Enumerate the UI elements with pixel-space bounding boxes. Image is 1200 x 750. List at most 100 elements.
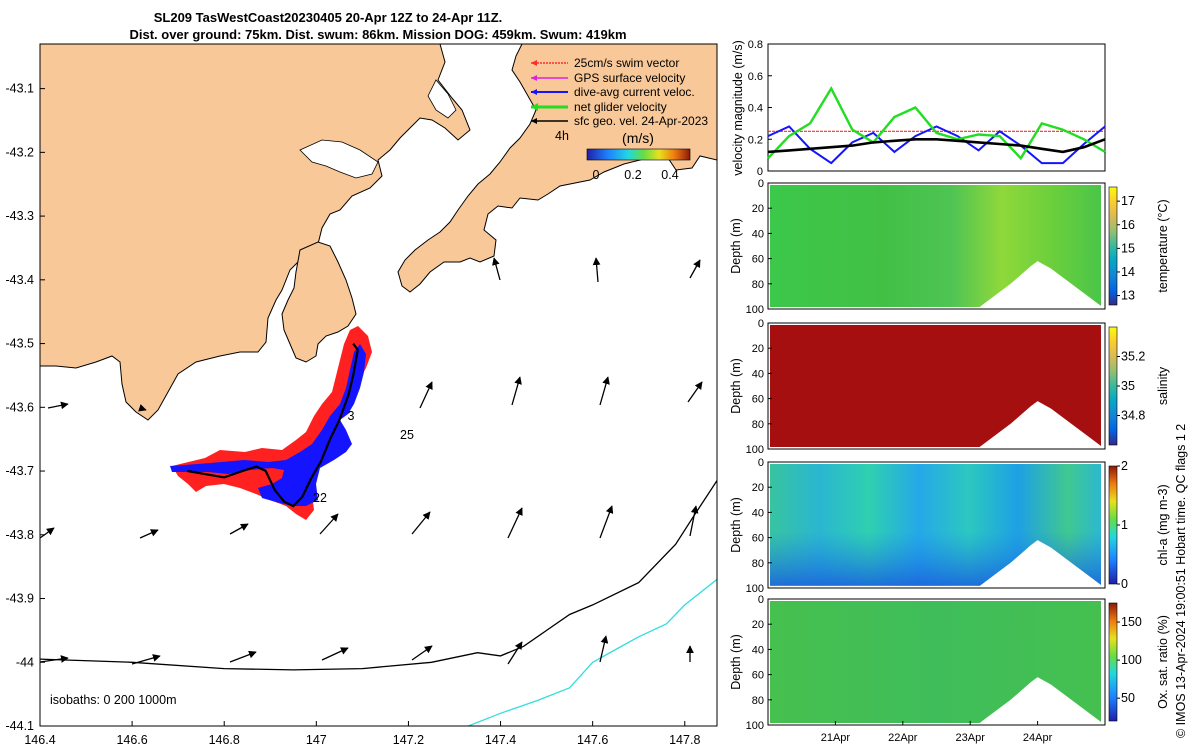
geo-velocity-arrow	[689, 259, 701, 279]
section-xtick-label: 23Apr	[956, 732, 986, 744]
geo-velocity-arrow	[689, 505, 699, 537]
section-ytick-label: 80	[752, 419, 764, 431]
section-ylabel: Depth (m)	[729, 497, 743, 553]
seafloor	[976, 401, 1105, 449]
geo-velocity-arrow	[321, 647, 349, 661]
geo-velocity-arrow	[138, 404, 147, 412]
colorbar-tick-0: 0	[593, 168, 600, 182]
section-ytick-label: 0	[758, 178, 764, 190]
side-caption: © IMOS 13-Apr-2024 19:00:51 Hobart time.…	[1174, 424, 1188, 738]
seafloor	[976, 677, 1105, 725]
section-ytick-label: 60	[752, 533, 764, 545]
map-frame	[39, 43, 718, 727]
legend-label-swim: 25cm/s swim vector	[574, 56, 679, 70]
section-ytick-label: 20	[752, 203, 764, 215]
section-ytick-label: 40	[752, 507, 764, 519]
colorbar-tick-0.4: 0.4	[661, 168, 678, 182]
isobaths	[40, 480, 717, 726]
colorbar-tick-label: 0	[1121, 577, 1128, 591]
geo-velocity-arrow	[507, 641, 523, 665]
section-ylabel: Depth (m)	[729, 358, 743, 414]
colorbar-tick-label: 50	[1121, 691, 1135, 705]
map-ytick-label: -44.1	[6, 719, 35, 733]
colorbar-tick-label: 17	[1121, 194, 1135, 208]
geo-velocity-arrow	[411, 645, 433, 661]
map-ytick-label: -43.2	[6, 145, 35, 159]
section-ytick-label: 40	[752, 368, 764, 380]
colorbar-tick-label: 15	[1121, 241, 1135, 255]
legend-item-dive: dive-avg current veloc.	[531, 85, 695, 99]
geo-velocity-arrow	[492, 257, 501, 281]
colorbar-tick-label: 34.8	[1121, 409, 1145, 423]
map-panel: 146.4 146.6 146.8 147 147.2 147.4 147.6 147.8 -4…	[6, 43, 718, 747]
section-xtick-label: 21Apr	[821, 732, 851, 744]
map-annotation-22: 22	[313, 491, 327, 505]
figure-title: SL209 TasWestCoast20230405 20-Apr 12Z to…	[129, 10, 626, 42]
map-ytick-label: -43.3	[6, 209, 35, 223]
colorbar-tick-label: 13	[1121, 289, 1135, 303]
map-xtick-label: 146.8	[209, 733, 240, 747]
geo-velocity-field	[40, 257, 703, 665]
legend-item-geo: sfc geo. vel. 24-Apr-2023	[531, 114, 708, 128]
geo-velocity-arrow	[411, 511, 431, 535]
legend-label-gps: GPS surface velocity	[574, 71, 685, 85]
velocity-ytick-label: 0.4	[748, 103, 763, 115]
legend-4h: 4h	[555, 129, 569, 143]
section-xtick-label: 24Apr	[1023, 732, 1053, 744]
map-xtick-label: 146.4	[24, 733, 55, 747]
section-ytick-label: 100	[746, 583, 764, 595]
map-xtick-label: 146.6	[116, 733, 147, 747]
velocity-series	[767, 86, 1106, 165]
section-ytick-label: 100	[746, 444, 764, 456]
velocity-panel: 0 0.2 0.4 0.6 0.8 velocity magnitude (m/s)	[731, 39, 1106, 178]
section-ytick-label: 60	[752, 394, 764, 406]
inner-estuary	[299, 139, 379, 179]
velocity-ticks: 0 0.2 0.4 0.6 0.8	[748, 39, 772, 178]
section-colorbar	[1108, 326, 1118, 446]
section-colorbar-label: chl-a (mg m-3)	[1156, 484, 1170, 565]
section-axes-frame	[767, 461, 1106, 589]
section-axes-frame	[767, 598, 1106, 726]
map-xtick-label: 147.8	[669, 733, 700, 747]
section-panel-4: 0 20 40 60 80 100 Depth (m) 50 100 150 Ox. sat. ra…	[729, 594, 1170, 744]
section-axes-frame	[767, 322, 1106, 450]
map-legend: 25cm/s swim vector GPS surface velocity …	[531, 56, 708, 182]
dive-current-area	[170, 344, 366, 506]
section-axes-frame	[767, 182, 1106, 310]
section-ytick-label: 40	[752, 644, 764, 656]
map-ytick-label: -43.4	[6, 273, 35, 287]
geo-velocity-arrow	[507, 507, 523, 539]
colorbar-tick-label: 16	[1121, 218, 1135, 232]
seafloor	[976, 261, 1105, 309]
200m-isobath	[40, 480, 717, 671]
section-ytick-label: 20	[752, 343, 764, 355]
section-ytick-label: 20	[752, 619, 764, 631]
geo-velocity-arrow	[599, 635, 609, 663]
speed-colorbar	[586, 148, 691, 161]
velocity-ytick-label: 0.2	[748, 134, 763, 146]
geo-velocity-arrow	[599, 376, 610, 406]
section-colorbar-label: temperature (°C)	[1156, 199, 1170, 292]
map-xtick-label: 147	[306, 733, 327, 747]
map-ytick-label: -43.5	[6, 337, 35, 351]
1000m-isobath	[468, 578, 717, 726]
colorbar-tick-label: 35	[1121, 379, 1135, 393]
geo-velocity-arrow	[319, 513, 339, 535]
legend-label-net: net glider velocity	[574, 100, 667, 114]
geo-velocity-arrow	[40, 655, 69, 663]
map-ytick-label: -43.8	[6, 528, 35, 542]
section-ytick-label: 20	[752, 482, 764, 494]
geo-velocity-arrow	[47, 401, 69, 410]
east-peninsula	[397, 44, 717, 293]
section-ytick-label: 80	[752, 558, 764, 570]
section-ylabel: Depth (m)	[729, 634, 743, 690]
section-panel-2: 0 20 40 60 80 100 Depth (m) 34.8 35 35.2 salinity	[729, 318, 1170, 456]
title-line-1: SL209 TasWestCoast20230405 20-Apr 12Z to…	[154, 10, 503, 25]
section-ytick-label: 60	[752, 670, 764, 682]
map-annotation-3: 3	[348, 409, 355, 423]
geo-velocity-arrow	[229, 650, 257, 663]
geo-velocity-arrow	[687, 381, 703, 403]
section-ytick-label: 60	[752, 254, 764, 266]
map-xtick-label: 147.6	[577, 733, 608, 747]
